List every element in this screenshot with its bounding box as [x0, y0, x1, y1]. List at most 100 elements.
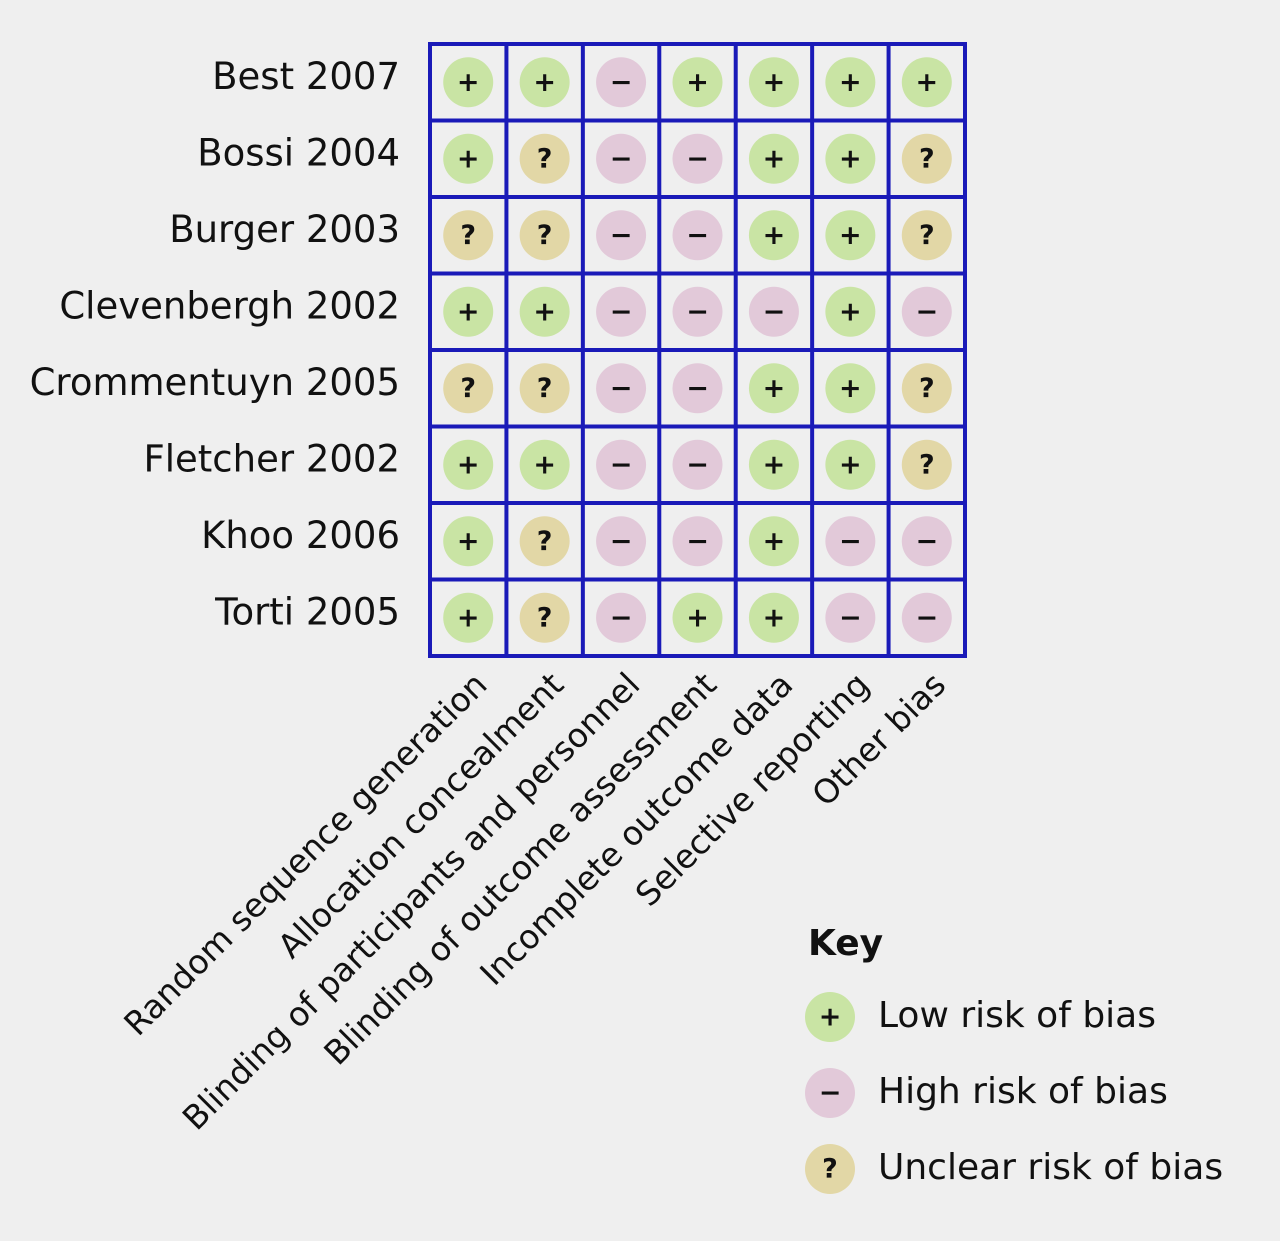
judgement-symbol: −: [610, 296, 633, 327]
judgement-circle: [748, 286, 799, 337]
judgement-symbol: +: [457, 67, 480, 98]
judgement-symbol: ?: [919, 143, 935, 174]
judgement-circle: [596, 286, 647, 337]
judgement-circle: [519, 439, 570, 490]
judgement-symbol: −: [610, 602, 633, 633]
judgement-circle: [825, 210, 876, 261]
judgement-circle: [596, 133, 647, 184]
judgement-circle: [825, 516, 876, 567]
key-label: Low risk of bias: [878, 995, 1156, 1036]
judgement-circle: [901, 516, 952, 567]
key-symbol: −: [819, 1078, 842, 1109]
judgement-circle: [672, 592, 723, 643]
judgement-symbol: +: [763, 449, 786, 480]
judgement-circle: [748, 210, 799, 261]
key-label: Unclear risk of bias: [878, 1147, 1223, 1188]
judgement-symbol: +: [457, 526, 480, 557]
judgement-circle: [901, 57, 952, 108]
judgement-symbol: ?: [919, 373, 935, 404]
judgement-circle: [519, 57, 570, 108]
judgement-symbol: ?: [460, 373, 476, 404]
judgement-circle: [748, 133, 799, 184]
study-label: Khoo 2006: [201, 514, 400, 557]
judgement-symbol: +: [533, 67, 556, 98]
judgement-symbol: −: [610, 67, 633, 98]
judgement-symbol: ?: [537, 526, 553, 557]
judgement-circle: [672, 210, 723, 261]
judgement-circle: [596, 592, 647, 643]
judgement-symbol: +: [457, 602, 480, 633]
judgement-symbol: −: [839, 602, 862, 633]
judgement-circle: [748, 516, 799, 567]
judgement-circle: [825, 57, 876, 108]
judgement-symbol: −: [610, 373, 633, 404]
key-circle: [805, 992, 855, 1042]
judgement-circle: [596, 210, 647, 261]
key-circle: [805, 1144, 855, 1194]
judgement-circle: [901, 210, 952, 261]
judgement-symbol: +: [763, 373, 786, 404]
judgement-circle: [596, 57, 647, 108]
judgement-symbol: −: [686, 296, 709, 327]
judgement-symbol: +: [763, 220, 786, 251]
judgement-symbol: +: [839, 67, 862, 98]
judgement-circle: [672, 516, 723, 567]
judgement-circle: [672, 286, 723, 337]
judgement-symbol: −: [686, 373, 709, 404]
judgement-circle: [519, 210, 570, 261]
judgement-circle: [443, 363, 494, 414]
study-label: Best 2007: [212, 55, 400, 98]
judgement-symbol: ?: [537, 602, 553, 633]
judgement-circle: [519, 516, 570, 567]
study-label: Clevenbergh 2002: [59, 284, 400, 327]
judgement-symbol: +: [915, 67, 938, 98]
key-title: Key: [808, 923, 883, 964]
study-label: Bossi 2004: [197, 131, 400, 174]
judgement-symbol: +: [839, 449, 862, 480]
judgement-symbol: +: [686, 602, 709, 633]
judgement-symbol: +: [533, 296, 556, 327]
judgement-symbol: +: [839, 143, 862, 174]
judgement-circle: [825, 592, 876, 643]
judgement-symbol: −: [610, 449, 633, 480]
judgement-symbol: +: [839, 220, 862, 251]
judgement-circle: [901, 439, 952, 490]
judgement-circle: [748, 57, 799, 108]
study-label: Burger 2003: [169, 208, 400, 251]
judgement-symbol: +: [533, 449, 556, 480]
judgement-symbol: −: [839, 526, 862, 557]
judgement-symbol: −: [686, 449, 709, 480]
key-symbol: ?: [822, 1154, 838, 1185]
judgement-symbol: −: [686, 220, 709, 251]
judgement-circle: [672, 57, 723, 108]
judgement-symbol: ?: [537, 220, 553, 251]
judgement-circle: [748, 592, 799, 643]
judgement-symbol: ?: [537, 143, 553, 174]
judgement-symbol: ?: [537, 373, 553, 404]
judgement-symbol: +: [763, 67, 786, 98]
judgement-circle: [443, 439, 494, 490]
judgement-circle: [596, 363, 647, 414]
judgement-circle: [901, 592, 952, 643]
judgement-symbol: +: [763, 602, 786, 633]
study-label: Fletcher 2002: [143, 437, 400, 480]
judgement-symbol: +: [839, 373, 862, 404]
study-label: Torti 2005: [214, 590, 400, 633]
judgement-circle: [825, 439, 876, 490]
judgement-symbol: −: [915, 602, 938, 633]
judgement-circle: [519, 133, 570, 184]
judgement-circle: [672, 133, 723, 184]
judgement-symbol: +: [839, 296, 862, 327]
judgement-symbol: +: [457, 143, 480, 174]
judgement-circle: [672, 363, 723, 414]
judgement-symbol: −: [610, 220, 633, 251]
judgement-symbol: +: [457, 296, 480, 327]
judgement-circle: [443, 516, 494, 567]
judgement-circle: [825, 133, 876, 184]
judgement-circle: [443, 133, 494, 184]
judgement-circle: [519, 363, 570, 414]
judgement-symbol: −: [686, 143, 709, 174]
judgement-symbol: +: [763, 526, 786, 557]
judgement-circle: [901, 286, 952, 337]
